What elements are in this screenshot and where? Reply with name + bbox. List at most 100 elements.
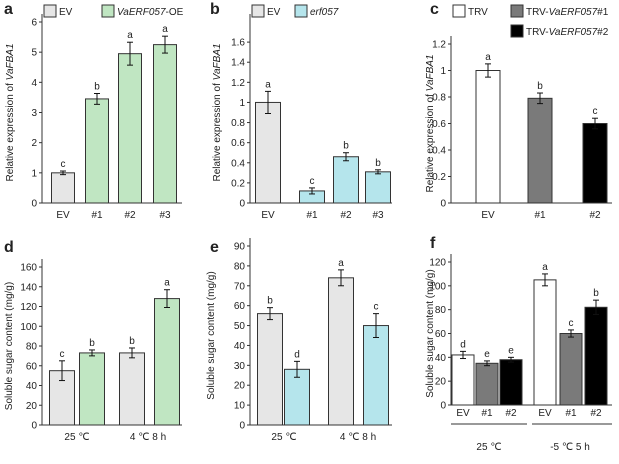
y-tick-label: 0.8 bbox=[432, 93, 446, 104]
y-tick-label: 60 bbox=[435, 329, 447, 340]
significance-letter: c bbox=[569, 318, 574, 329]
bar bbox=[533, 279, 557, 406]
significance-letter: b bbox=[94, 81, 100, 92]
y-tick-label: 10 bbox=[234, 401, 246, 412]
y-tick-label: 20 bbox=[26, 401, 38, 412]
y-tick-label: 60 bbox=[234, 301, 246, 312]
x-tick-label: #2 bbox=[340, 210, 352, 221]
bar bbox=[582, 123, 608, 204]
y-tick-label: 1.2 bbox=[231, 78, 245, 89]
significance-letter: b bbox=[89, 338, 95, 349]
legend-swatch bbox=[251, 4, 265, 18]
group-label: 25 ℃ bbox=[271, 432, 296, 443]
legend-label: EV bbox=[59, 7, 73, 18]
bar bbox=[119, 352, 145, 426]
legend-label: EV bbox=[267, 7, 281, 18]
significance-letter: c bbox=[593, 106, 598, 117]
significance-letter: b bbox=[129, 336, 135, 347]
x-tick-label: #2 bbox=[590, 408, 602, 419]
y-axis-label: Relative expression of VaFBA1 bbox=[5, 43, 16, 181]
group-label: 4 ℃ 8 h bbox=[340, 432, 376, 443]
y-tick-label: 30 bbox=[234, 361, 246, 372]
bar bbox=[118, 53, 142, 204]
y-axis-label: Soluble sugar content (mg/g) bbox=[425, 269, 436, 397]
group-label: 4 ℃ 8 h bbox=[130, 432, 166, 443]
y-tick-label: 1.6 bbox=[231, 38, 245, 49]
x-tick-label: EV bbox=[538, 408, 552, 419]
x-tick-label: #2 bbox=[124, 210, 136, 221]
group-label: 25 ℃ bbox=[64, 432, 89, 443]
bar bbox=[328, 277, 354, 426]
chart-panel-e: e 0 10 20 30 40 50 60 70 80 90 Soluble sugar conten… bbox=[206, 238, 392, 443]
bar bbox=[363, 325, 389, 426]
significance-letter: e bbox=[508, 345, 514, 356]
significance-letter: a bbox=[162, 24, 168, 35]
significance-letter: b bbox=[593, 288, 599, 299]
bar bbox=[154, 298, 180, 426]
bar bbox=[584, 306, 608, 406]
y-tick-label: 60 bbox=[26, 361, 38, 372]
significance-letter: a bbox=[164, 278, 170, 289]
panel-label: d bbox=[4, 239, 14, 256]
y-tick-label: 40 bbox=[435, 353, 447, 364]
x-tick-label: EV bbox=[261, 210, 275, 221]
y-tick-label: 5 bbox=[31, 48, 37, 59]
legend-swatch bbox=[294, 4, 308, 18]
legend-swatch bbox=[452, 4, 466, 18]
chart-panel-a: a 0 1 2 3 4 5 6 Relative expression of VaFBA1 c b a… bbox=[4, 1, 184, 221]
significance-letter: b bbox=[375, 158, 381, 169]
x-tick-label: #1 bbox=[565, 408, 577, 419]
y-tick-label: 1 bbox=[239, 98, 245, 109]
y-tick-label: 90 bbox=[234, 242, 246, 253]
group-label: 25 ℃ bbox=[476, 442, 501, 453]
y-tick-label: 140 bbox=[20, 282, 37, 293]
significance-letter: b bbox=[537, 81, 543, 92]
y-tick-label: 3 bbox=[31, 108, 37, 119]
y-tick-label: 1 bbox=[440, 66, 446, 77]
x-tick-label: #1 bbox=[534, 210, 546, 221]
legend-label: TRV-VaERF057#2 bbox=[526, 27, 609, 38]
legend-swatch bbox=[43, 4, 57, 18]
bar bbox=[85, 98, 109, 204]
legend-swatch bbox=[510, 24, 524, 38]
significance-letter: b bbox=[267, 296, 273, 307]
x-tick-label: #2 bbox=[589, 210, 601, 221]
x-tick-label: #1 bbox=[306, 210, 318, 221]
y-tick-label: 20 bbox=[234, 381, 246, 392]
significance-letter: a bbox=[542, 262, 548, 273]
legend-label: TRV-VaERF057#1 bbox=[526, 7, 609, 18]
panel-label: c bbox=[430, 1, 439, 18]
x-tick-label: EV bbox=[56, 210, 70, 221]
y-tick-label: 0.2 bbox=[231, 178, 245, 189]
significance-letter: c bbox=[374, 302, 379, 313]
bar bbox=[79, 352, 105, 426]
significance-letter: c bbox=[310, 176, 315, 187]
bar bbox=[451, 354, 475, 406]
bar bbox=[153, 44, 177, 204]
significance-letter: c bbox=[61, 159, 66, 170]
significance-letter: b bbox=[343, 141, 349, 152]
group-label: -5 ℃ 5 h bbox=[550, 442, 590, 453]
x-tick-label: EV bbox=[456, 408, 470, 419]
y-tick-label: 6 bbox=[31, 18, 37, 29]
bar bbox=[475, 70, 501, 204]
legend-label: erf057 bbox=[310, 7, 339, 18]
y-tick-label: 50 bbox=[234, 321, 246, 332]
bar bbox=[559, 333, 583, 406]
y-tick-label: 0 bbox=[239, 421, 245, 432]
y-tick-label: 100 bbox=[20, 322, 37, 333]
y-tick-label: 80 bbox=[234, 261, 246, 272]
chart-panel-d: d 0 20 40 60 80 100 120 140 160 Soluble sugar cont… bbox=[4, 239, 182, 443]
y-tick-label: 40 bbox=[26, 381, 38, 392]
significance-letter: a bbox=[485, 52, 491, 63]
bar bbox=[255, 101, 281, 204]
y-tick-label: 0 bbox=[440, 401, 446, 412]
bar bbox=[475, 362, 499, 406]
bar bbox=[499, 359, 523, 406]
x-tick-label: #3 bbox=[372, 210, 384, 221]
y-tick-label: 0.4 bbox=[231, 158, 245, 169]
y-tick-label: 0 bbox=[239, 199, 245, 210]
x-tick-label: #1 bbox=[481, 408, 493, 419]
bar bbox=[257, 313, 283, 426]
